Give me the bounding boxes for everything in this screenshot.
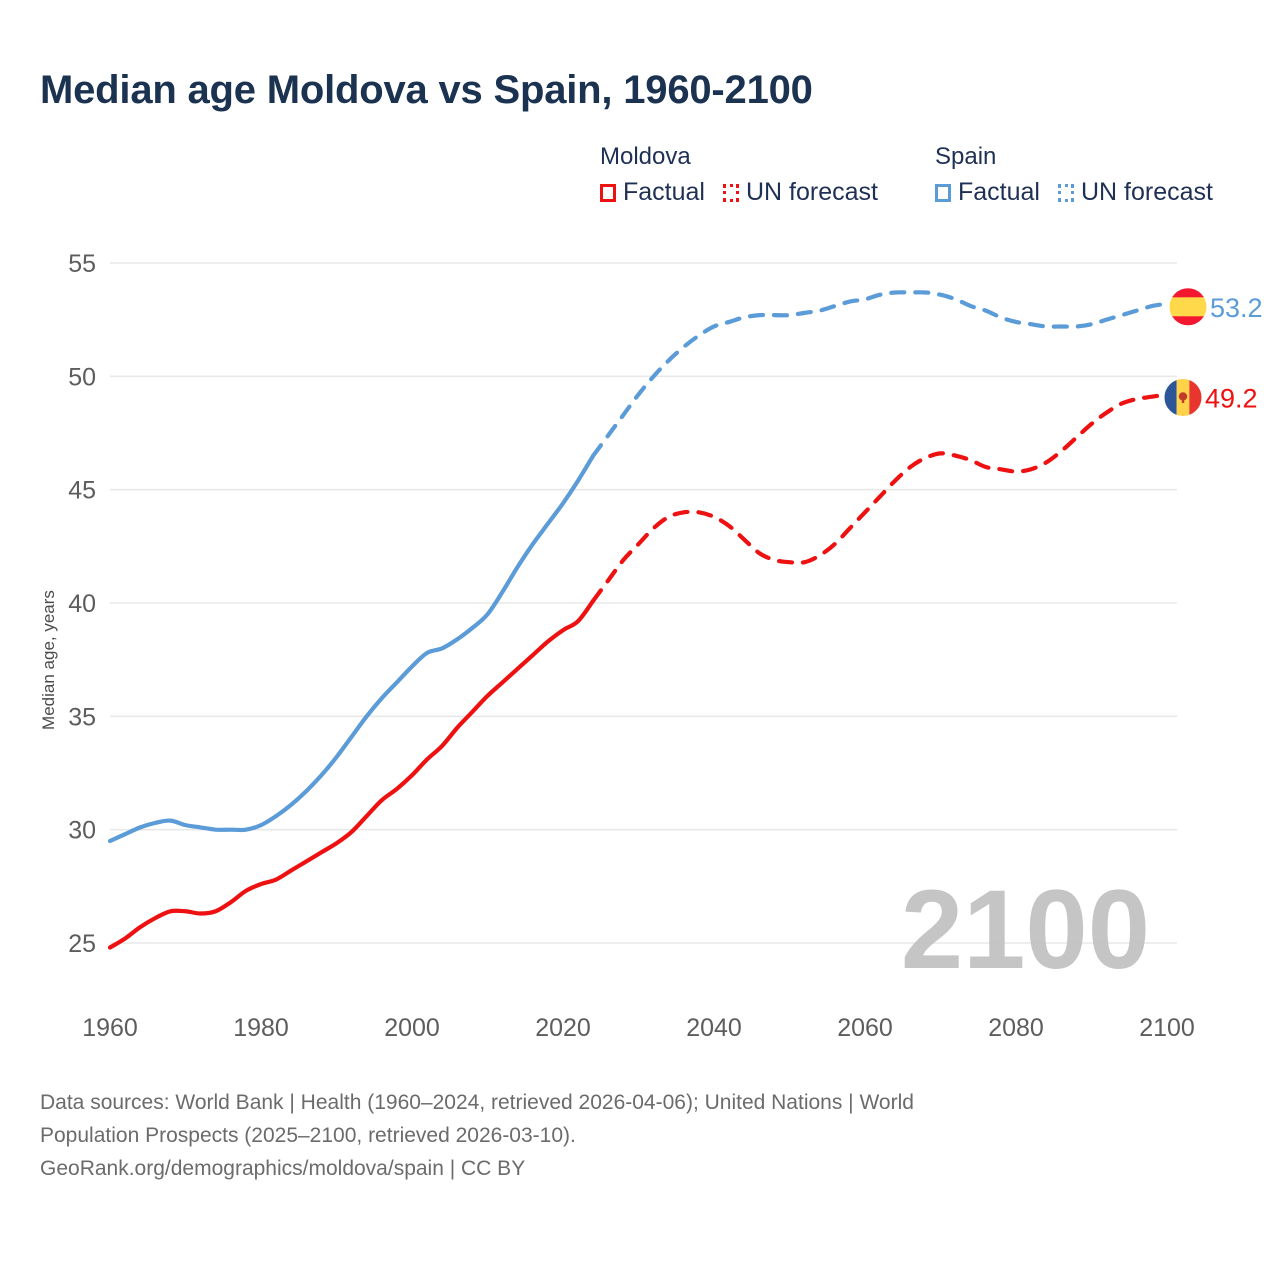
legend-label-spain-forecast: UN forecast bbox=[1080, 178, 1213, 206]
page-title: Median age Moldova vs Spain, 1960-2100 bbox=[40, 68, 813, 112]
moldova-flag-icon bbox=[1163, 377, 1203, 417]
x-tick-label: 2100 bbox=[1139, 1014, 1195, 1042]
footer-line-2: Population Prospects (2025–2100, retriev… bbox=[40, 1124, 576, 1147]
legend-country-label-spain: Spain bbox=[935, 143, 997, 170]
legend-item-spain-forecast[interactable]: UN forecast bbox=[1057, 178, 1213, 207]
y-tick-label: 55 bbox=[68, 250, 96, 278]
legend-group-spain: Spain Factual UN forecast bbox=[935, 142, 1213, 207]
y-tick-label: 25 bbox=[68, 930, 96, 958]
footer-line-3: GeoRank.org/demographics/moldova/spain |… bbox=[40, 1157, 526, 1180]
legend-swatch-solid-red-icon bbox=[600, 183, 616, 202]
legend-swatch-dotted-blue-icon bbox=[1057, 183, 1074, 202]
x-tick-label: 2020 bbox=[535, 1014, 591, 1042]
x-tick-label: 2060 bbox=[837, 1014, 893, 1042]
gridlines-group bbox=[110, 262, 1177, 944]
legend-label-spain-factual: Factual bbox=[958, 178, 1040, 206]
legend-label-moldova-forecast: UN forecast bbox=[745, 178, 878, 206]
x-tick-label: 2000 bbox=[384, 1014, 440, 1042]
series-line-moldova-forecast bbox=[591, 392, 1170, 603]
x-tick-label: 2080 bbox=[988, 1014, 1044, 1042]
series-line-moldova-factual bbox=[107, 598, 596, 950]
y-tick-label: 40 bbox=[68, 590, 96, 618]
x-axis-tick-labels: 1960 1980 2000 2020 2040 2060 2080 2100 bbox=[82, 1014, 1195, 1042]
series-line-spain-factual bbox=[107, 453, 596, 844]
footer-line-1: Data sources: World Bank | Health (1960–… bbox=[40, 1091, 914, 1114]
chart-legend: Moldova Factual UN forecast Spain Factua… bbox=[600, 142, 1260, 222]
y-tick-label: 30 bbox=[68, 817, 96, 845]
end-value-label-moldova: 49.2 bbox=[1205, 383, 1258, 413]
x-tick-label: 2040 bbox=[686, 1014, 742, 1042]
y-tick-label: 35 bbox=[68, 703, 96, 731]
x-tick-label: 1960 bbox=[82, 1014, 138, 1042]
end-value-label-spain: 53.2 bbox=[1210, 293, 1263, 323]
legend-group-moldova: Moldova Factual UN forecast bbox=[600, 142, 878, 207]
x-tick-label: 1980 bbox=[233, 1014, 289, 1042]
y-tick-label: 45 bbox=[68, 477, 96, 505]
end-markers-group: 53.2 49.2 bbox=[1163, 287, 1263, 417]
series-line-spain-forecast bbox=[591, 290, 1170, 458]
y-axis-title: Median age, years bbox=[39, 590, 58, 730]
legend-swatch-dotted-red-icon bbox=[722, 183, 739, 202]
watermark-year: 2100 bbox=[901, 867, 1150, 992]
legend-item-moldova-factual[interactable]: Factual bbox=[600, 178, 705, 207]
y-axis-tick-labels: 25 30 35 40 45 50 55 bbox=[68, 250, 96, 958]
y-tick-label: 50 bbox=[68, 363, 96, 391]
footer-sources: Data sources: World Bank | Health (1960–… bbox=[40, 1086, 1230, 1185]
legend-item-spain-factual[interactable]: Factual bbox=[935, 178, 1040, 207]
legend-label-moldova-factual: Factual bbox=[623, 178, 705, 206]
data-series-group bbox=[107, 290, 1170, 950]
spain-flag-icon bbox=[1168, 287, 1208, 327]
legend-swatch-solid-blue-icon bbox=[935, 183, 951, 202]
legend-item-moldova-forecast[interactable]: UN forecast bbox=[722, 178, 878, 207]
legend-country-label-moldova: Moldova bbox=[600, 143, 691, 170]
